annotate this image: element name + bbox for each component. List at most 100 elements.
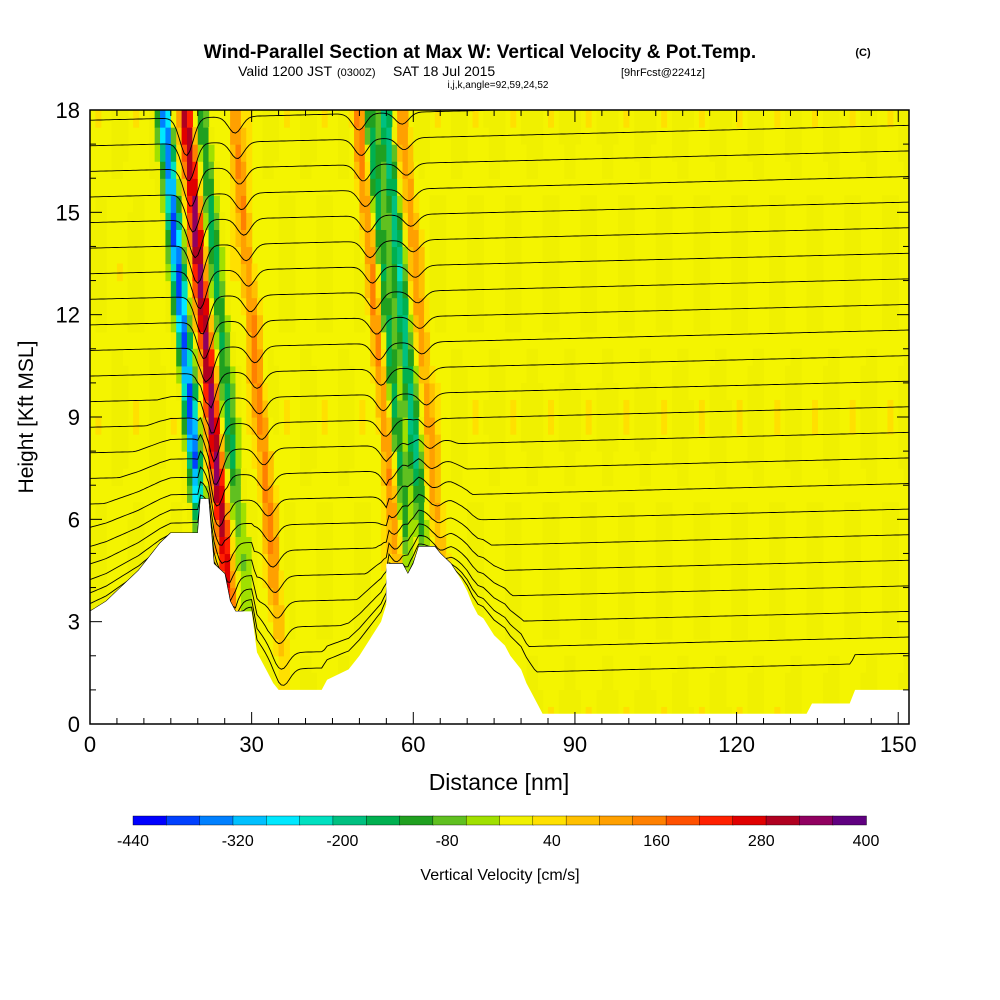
w-cell <box>785 689 792 708</box>
w-cell <box>860 434 867 452</box>
w-cell <box>154 434 161 452</box>
w-cell <box>903 655 909 674</box>
theta-contour <box>90 481 909 546</box>
w-cell <box>752 655 759 674</box>
w-cell <box>542 536 549 555</box>
w-cell <box>779 604 786 623</box>
x-tick-label: 60 <box>401 732 425 757</box>
w-cell <box>504 246 511 265</box>
w-cell <box>849 570 856 589</box>
w-cell <box>677 399 684 418</box>
w-cell <box>354 178 361 196</box>
w-cell <box>267 365 274 384</box>
w-cell <box>698 536 705 555</box>
w-cell <box>747 144 754 162</box>
w-cell <box>752 672 759 691</box>
w-cell <box>655 229 662 248</box>
w-cell <box>133 553 140 572</box>
w-cell <box>300 110 307 128</box>
w-cell <box>849 502 856 520</box>
w-cell <box>208 451 215 469</box>
w-cell <box>736 110 743 128</box>
w-cell <box>677 382 684 401</box>
w-cell <box>709 399 716 418</box>
w-cell <box>537 127 544 145</box>
w-cell <box>219 212 226 230</box>
theta-contour <box>90 466 909 528</box>
w-cell <box>154 178 161 196</box>
w-cell <box>370 195 377 213</box>
w-cell <box>882 604 889 623</box>
subtitle-utc: (0300Z) <box>337 67 376 79</box>
w-cell <box>197 229 204 248</box>
w-cell <box>192 263 199 282</box>
w-cell <box>849 417 856 435</box>
w-cell <box>526 348 533 367</box>
w-cell <box>785 110 792 128</box>
w-cell <box>289 280 296 299</box>
w-cell <box>655 536 662 555</box>
w-cell <box>413 485 420 503</box>
w-cell <box>380 280 387 299</box>
w-cell <box>547 195 554 213</box>
w-cell <box>354 519 361 537</box>
w-cell <box>111 434 118 452</box>
w-cell <box>95 263 102 282</box>
w-cell <box>300 127 307 145</box>
w-cell <box>601 399 608 418</box>
w-cell <box>844 212 851 230</box>
w-cell <box>386 399 393 418</box>
w-cell <box>537 451 544 469</box>
w-cell <box>596 110 603 128</box>
w-cell <box>364 587 371 606</box>
w-cell <box>316 604 323 623</box>
w-cell <box>510 604 517 623</box>
w-cell <box>693 246 700 265</box>
w-cell <box>661 621 668 640</box>
w-cell <box>849 229 856 248</box>
w-cell <box>186 246 193 265</box>
w-cell <box>397 297 404 316</box>
w-cell <box>666 229 673 248</box>
w-cell <box>661 587 668 606</box>
w-cell <box>424 468 431 486</box>
w-cell <box>240 212 247 230</box>
w-cell <box>354 587 361 606</box>
w-cell <box>526 655 533 674</box>
y-tick-label: 3 <box>68 610 80 635</box>
w-cell <box>860 672 867 691</box>
w-cell <box>790 689 797 708</box>
w-cell <box>628 212 635 230</box>
w-cell <box>865 127 872 145</box>
w-cell <box>499 365 506 384</box>
w-cell <box>785 382 792 401</box>
w-cell <box>413 365 420 384</box>
w-cell <box>553 314 560 333</box>
w-cell <box>251 348 258 367</box>
w-cell <box>628 536 635 555</box>
w-cell <box>677 365 684 384</box>
w-cell <box>170 331 177 350</box>
terrain-mask <box>90 498 909 724</box>
w-cell <box>596 382 603 401</box>
w-cell <box>418 485 425 503</box>
w-cell <box>774 212 781 230</box>
w-cell <box>774 553 781 572</box>
w-cell <box>230 161 237 179</box>
w-cell <box>397 110 404 128</box>
w-cell <box>704 280 711 299</box>
w-cell <box>472 519 479 537</box>
w-cell <box>434 246 441 265</box>
w-cell <box>591 536 598 555</box>
w-cell <box>892 280 899 299</box>
w-cell <box>585 195 592 213</box>
w-cell <box>844 519 851 537</box>
w-cell <box>267 110 274 128</box>
w-cell <box>219 229 226 248</box>
w-cell <box>402 110 409 128</box>
w-cell <box>828 110 835 128</box>
w-cell <box>283 212 290 230</box>
w-cell <box>644 434 651 452</box>
w-cell <box>612 399 619 418</box>
w-cell <box>650 110 657 128</box>
